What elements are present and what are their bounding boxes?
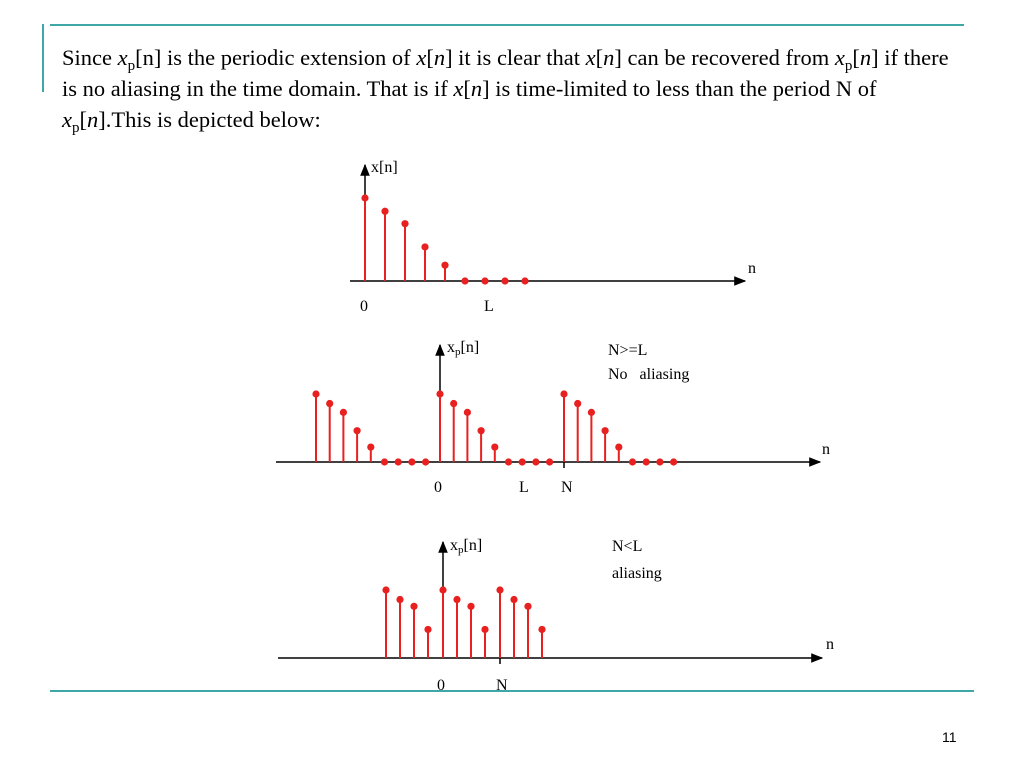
sample-point xyxy=(422,458,430,466)
sample-point xyxy=(560,390,568,398)
stem-group xyxy=(361,194,529,285)
plot-xp-no-aliasing: xp[n] n 0 L N N>=L No aliasing xyxy=(276,339,830,496)
bottom-rule xyxy=(50,690,974,692)
sample-point xyxy=(380,458,389,466)
sample-point xyxy=(367,443,375,451)
tick-label-zero: 0 xyxy=(360,298,368,315)
sample-point xyxy=(518,458,526,466)
y-axis-label: xp[n] xyxy=(447,339,479,358)
sample-point xyxy=(408,458,416,466)
tick-label-l: L xyxy=(484,298,494,315)
sample-point xyxy=(361,194,369,202)
tick-label-l: L xyxy=(519,479,529,496)
stem-group xyxy=(312,390,678,466)
sample-point xyxy=(642,458,650,466)
sample-point xyxy=(628,458,637,466)
sample-point xyxy=(401,220,409,228)
sample-point xyxy=(436,390,444,398)
top-rule xyxy=(50,24,964,26)
sample-point xyxy=(587,408,596,416)
x-axis-label: n xyxy=(822,441,830,458)
sample-point xyxy=(396,595,404,604)
condition-label: N<L xyxy=(612,538,642,555)
sample-point xyxy=(510,595,518,604)
sample-point xyxy=(421,243,429,251)
sample-point xyxy=(601,427,609,435)
sample-point xyxy=(477,427,485,435)
sample-point xyxy=(381,207,389,215)
sample-point xyxy=(450,399,458,408)
tick-label-n: N xyxy=(561,479,573,496)
plot-x: x[n] n 0 L xyxy=(350,159,756,315)
sample-point xyxy=(463,408,471,416)
sample-point xyxy=(491,443,499,451)
sample-point xyxy=(481,625,489,634)
page-number: 11 xyxy=(942,729,957,745)
sample-point xyxy=(496,586,504,594)
sample-point xyxy=(467,602,475,610)
side-rule xyxy=(42,24,44,92)
sample-point xyxy=(439,586,447,594)
sample-point xyxy=(394,458,402,466)
sample-point xyxy=(524,602,532,610)
sample-point xyxy=(382,586,390,594)
body-paragraph: Since xp[n] is the periodic extension of… xyxy=(62,45,949,136)
sample-point xyxy=(312,390,320,398)
sample-point xyxy=(410,602,418,610)
stem-group xyxy=(382,586,546,658)
y-axis-label: x[n] xyxy=(371,159,398,176)
tick-label-n: N xyxy=(496,677,508,694)
sample-point xyxy=(574,399,582,408)
sample-point xyxy=(656,458,664,466)
sample-point xyxy=(670,458,678,466)
sample-point xyxy=(353,427,361,435)
sample-point xyxy=(546,458,554,466)
sample-point xyxy=(441,261,449,269)
sample-point xyxy=(615,443,623,451)
sample-point xyxy=(532,458,540,466)
sample-point xyxy=(521,277,529,285)
aliasing-label: aliasing xyxy=(612,565,662,582)
x-axis-label: n xyxy=(826,636,834,653)
x-axis-label: n xyxy=(748,260,756,277)
aliasing-label: No aliasing xyxy=(608,366,689,383)
sample-point xyxy=(326,399,334,408)
tick-label-zero: 0 xyxy=(434,479,442,496)
sample-point xyxy=(461,277,469,285)
tick-label-zero: 0 xyxy=(437,677,445,694)
plot-xp-aliasing: xp[n] n 0 N N<L aliasing xyxy=(278,537,834,694)
sample-point xyxy=(453,595,461,604)
sample-point xyxy=(538,625,546,634)
sample-point xyxy=(424,625,432,634)
sample-point xyxy=(501,277,509,285)
sample-point xyxy=(339,408,347,416)
sample-point xyxy=(481,277,489,285)
sample-point xyxy=(504,458,513,466)
y-axis-label: xp[n] xyxy=(450,537,482,556)
condition-label: N>=L xyxy=(608,342,647,359)
